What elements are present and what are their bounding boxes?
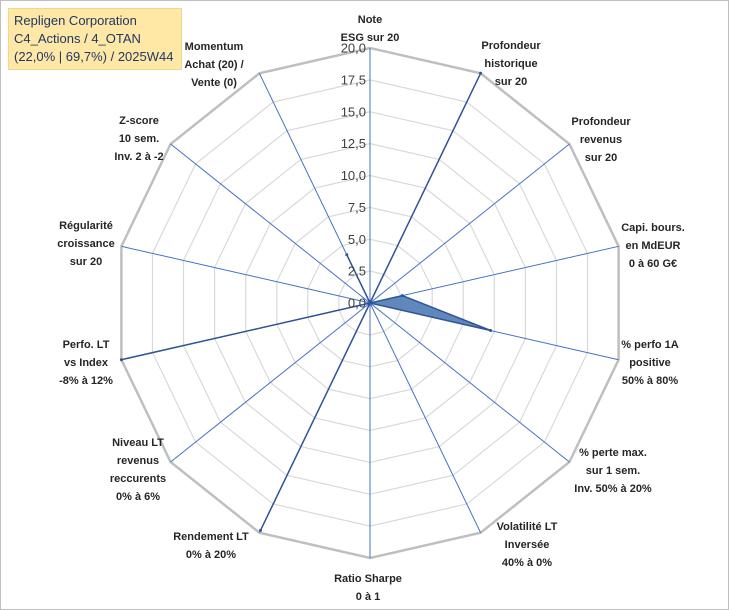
axis-label: Volatilité LT Inversée 40% à 0% — [497, 521, 558, 569]
company-name: Repligen Corporation — [14, 13, 137, 28]
series-point — [119, 358, 123, 362]
axis-label: % perte max. sur 1 sem. Inv. 50% à 20% — [574, 447, 652, 495]
series-point — [345, 253, 349, 257]
axis-label: Capi. bours. en MdEUR 0 à 60 G€ — [621, 222, 685, 270]
series-point — [479, 71, 483, 75]
axis-label: Régularité croissance sur 20 — [57, 220, 114, 268]
axis-label: Note ESG sur 20 — [341, 14, 400, 44]
axis-label: Niveau LT revenus reccurents 0% à 6% — [110, 437, 166, 503]
radar-series — [119, 71, 493, 532]
series-point — [400, 294, 404, 298]
axis-label: Ratio Sharpe 0 à 1 — [334, 573, 402, 603]
axis-spoke — [369, 302, 482, 533]
axis-label: Perfo. LT vs Index -8% à 12% — [59, 339, 113, 387]
tick-label: 5,0 — [348, 232, 366, 247]
axis-spoke — [170, 302, 371, 463]
portfolio-name: C4_Actions / 4_OTAN — [14, 31, 141, 46]
axis-label: Profondeur revenus sur 20 — [571, 116, 631, 164]
tick-label: 20,0 — [341, 41, 366, 56]
chart-title-box: Repligen Corporation C4_Actions / 4_OTAN… — [8, 8, 182, 70]
axis-spoke — [369, 245, 619, 304]
tick-label: 15,0 — [341, 104, 366, 119]
axis-label: Profondeur historique sur 20 — [481, 40, 541, 88]
tick-label: 12,5 — [341, 136, 366, 151]
axis-label: Momentum Achat (20) / Vente (0) — [184, 41, 243, 89]
axis-label: Z-score 10 sem. Inv. 2 à -2 — [114, 115, 163, 163]
series-point — [489, 329, 493, 332]
series-area — [120, 72, 492, 532]
tick-label: 7,5 — [348, 200, 366, 215]
radial-tick-labels: 0,0 2,5 5,0 7,5 10,0 12,5 15,0 17,5 20,0 — [341, 41, 366, 311]
tick-label: 0,0 — [348, 296, 366, 311]
axis-spoke — [121, 245, 371, 304]
axis-spoke — [369, 302, 570, 463]
tick-label: 10,0 — [341, 168, 366, 183]
series-point — [368, 301, 372, 305]
axis-spoke — [170, 143, 371, 304]
series-point — [259, 528, 262, 532]
tick-label: 17,5 — [341, 72, 366, 87]
period-stats: (22,0% | 69,7%) / 2025W44 — [14, 49, 174, 64]
axis-label: % perfo 1A positive 50% à 80% — [621, 339, 679, 387]
axis-label: Rendement LT 0% à 20% — [173, 531, 249, 561]
axis-spoke — [369, 143, 570, 304]
axis-labels: Note ESG sur 20 Profondeur historique sur 20… — [57, 14, 685, 603]
tick-label: 2,5 — [348, 264, 366, 279]
